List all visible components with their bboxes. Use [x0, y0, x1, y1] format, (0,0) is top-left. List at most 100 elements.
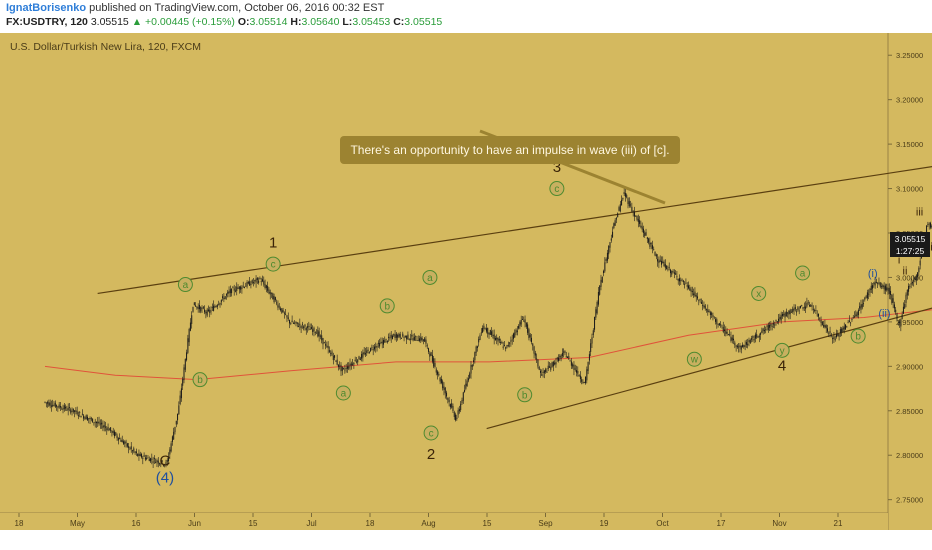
candle-body [807, 302, 809, 304]
candle-body [393, 334, 395, 336]
candle-body [282, 310, 284, 313]
candle-body [573, 364, 575, 370]
candle-body [630, 204, 632, 206]
candle-body [639, 220, 641, 224]
candle-body [669, 269, 671, 274]
candle-body [146, 457, 148, 460]
candle-body [919, 260, 921, 266]
candle-body [134, 451, 136, 453]
candle-body [769, 324, 771, 328]
candle-body [512, 333, 514, 339]
candle-body [615, 218, 617, 220]
candle-body [542, 372, 544, 373]
candle-body [352, 363, 354, 365]
candle-body [415, 335, 417, 337]
candle-body [613, 223, 615, 229]
wave-label-text: (i) [868, 268, 878, 280]
candle-body [85, 415, 87, 420]
candle-body [715, 319, 717, 322]
candle-body [591, 337, 593, 344]
candle-body [617, 213, 619, 218]
chart-plot-area[interactable]: U.S. Dollar/Turkish New Lira, 120, FXCM … [0, 33, 932, 530]
candle-body [751, 338, 753, 340]
candle-body [886, 287, 888, 291]
x-tick-label: 16 [132, 519, 141, 528]
candle-body [587, 362, 589, 371]
wave-label-text: b [522, 390, 528, 401]
candle-body [909, 285, 911, 287]
candle-body [749, 340, 751, 344]
candle-body [664, 264, 666, 268]
close-label: C: [393, 16, 405, 28]
candle-body [144, 457, 146, 460]
candle-body [640, 225, 642, 228]
candle-body [89, 418, 91, 420]
candle-body [399, 334, 401, 338]
candle-body [45, 402, 47, 404]
x-tick-label: Nov [772, 519, 786, 528]
candle-body [317, 329, 319, 337]
wave-label-text: 2 [427, 446, 435, 463]
candle-body [653, 249, 655, 251]
candle-body [368, 352, 370, 354]
candle-body [552, 361, 554, 367]
candle-body [550, 366, 552, 370]
candle-body [455, 414, 457, 421]
author-link[interactable]: IgnatBorisenko [6, 2, 87, 14]
candle-body [672, 270, 674, 272]
candle-body [890, 290, 892, 295]
candle-body [370, 348, 372, 352]
candle-body [86, 416, 88, 421]
candle-body [785, 311, 787, 317]
candle-body [877, 283, 879, 284]
candle-body [408, 339, 410, 340]
candle-body [774, 324, 776, 326]
candle-body [793, 308, 795, 311]
candle-body [380, 342, 382, 344]
wave-label-text: a [341, 389, 347, 400]
candle-body [610, 238, 612, 241]
candle-body [175, 420, 177, 425]
candle-body [801, 305, 803, 307]
candle-body [738, 346, 740, 348]
candle-body [90, 418, 92, 420]
candle-body [458, 409, 460, 412]
candle-body [240, 286, 242, 290]
candle-body [301, 323, 303, 325]
candle-body [872, 285, 874, 289]
candle-body [246, 282, 248, 287]
price-chart-svg[interactable]: U.S. Dollar/Turkish New Lira, 120, FXCM … [0, 33, 932, 530]
candle-body [84, 417, 86, 419]
low-label: L: [342, 16, 353, 28]
candle-body [390, 334, 392, 338]
candle-body [404, 335, 406, 337]
candle-body [594, 316, 596, 330]
candle-body [359, 358, 361, 360]
candle-body [794, 307, 796, 310]
candle-body [748, 339, 750, 343]
candle-body [50, 405, 52, 407]
wave-label-circle [423, 425, 439, 441]
candle-body [219, 302, 221, 305]
candle-body [854, 316, 856, 318]
candle-body [815, 310, 817, 311]
candle-body [624, 193, 626, 197]
candle-body [375, 346, 377, 348]
candle-body [884, 285, 886, 291]
candle-body [258, 280, 260, 283]
plot-background [0, 33, 932, 530]
candle-body [873, 283, 875, 285]
candle-body [821, 321, 823, 326]
candle-body [343, 368, 345, 370]
candle-body [174, 426, 176, 433]
candle-body [568, 356, 570, 359]
candle-body [77, 415, 79, 417]
candle-body [437, 371, 439, 375]
candle-body [303, 326, 305, 329]
x-tick-label: 18 [15, 519, 24, 528]
candle-body [222, 296, 224, 299]
candle-body [847, 322, 849, 324]
candle-body [107, 427, 109, 431]
candle-body [216, 305, 218, 307]
low-value: 3.05453 [352, 16, 391, 28]
